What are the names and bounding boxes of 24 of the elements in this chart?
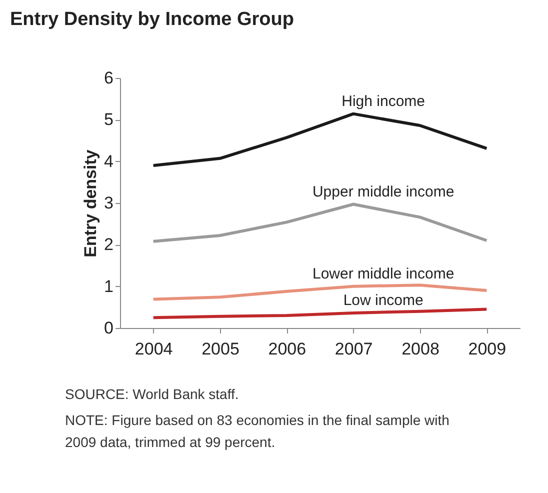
line-series [152,112,488,167]
line-series [152,202,488,243]
x-tick-label: 2009 [468,340,506,358]
line-series [152,308,488,320]
x-tick-label: 2006 [268,340,306,358]
x-tick-label: 2008 [402,340,440,358]
series-label: Low income [343,292,424,309]
x-tick-label: 2007 [334,340,373,358]
source-note: SOURCE: World Bank staff. [65,386,239,402]
y-tick-label: 5 [104,110,114,130]
y-tick-label: 6 [104,68,114,88]
y-axis-title: Entry density [81,149,100,258]
x-tick-label: 2004 [134,340,173,358]
series-label: Upper middle income [312,183,454,200]
y-tick-label: 2 [104,235,114,254]
x-tick-label: 2005 [202,340,240,358]
y-tick-label: 1 [104,276,114,296]
text: NOTE: Figure based on 83 economies in the final sample with 2009 data, trimmed at 99 percent. [65,412,450,450]
y-tick-label: 3 [104,194,114,212]
y-tick-label: 0 [104,318,114,338]
y-tick-label: 4 [104,152,114,171]
chart-title: Entry Density by Income Group [10,9,294,30]
series-label: High income [342,92,426,110]
series-label: Lower middle income [312,265,454,282]
